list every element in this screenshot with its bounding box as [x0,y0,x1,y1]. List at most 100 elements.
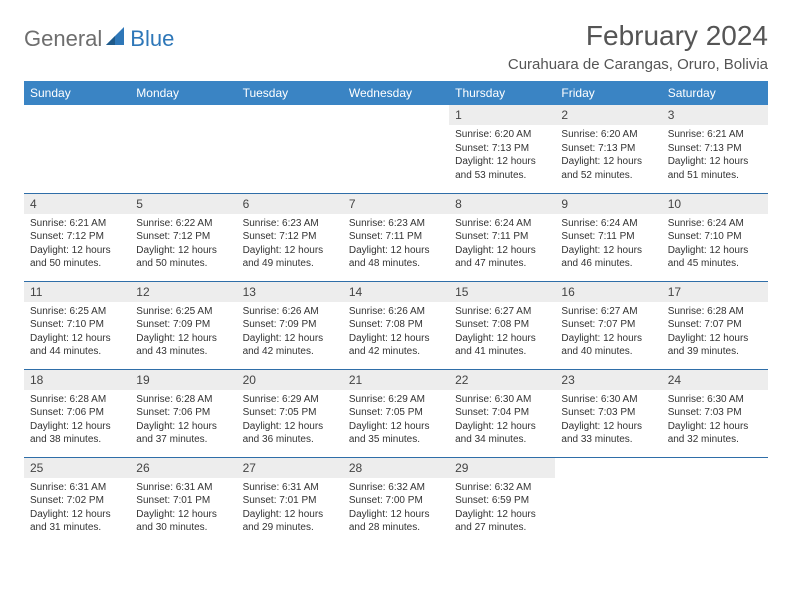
day-text: Sunrise: 6:32 AMSunset: 7:00 PMDaylight:… [343,478,449,539]
day-text [237,111,343,118]
day-text [662,464,768,471]
day-cell: 21Sunrise: 6:29 AMSunset: 7:05 PMDayligh… [343,369,449,457]
day-text: Sunrise: 6:23 AMSunset: 7:11 PMDaylight:… [343,214,449,275]
day-cell [130,105,236,193]
day-text: Sunrise: 6:24 AMSunset: 7:11 PMDaylight:… [555,214,661,275]
day-cell: 10Sunrise: 6:24 AMSunset: 7:10 PMDayligh… [662,193,768,281]
day-cell: 18Sunrise: 6:28 AMSunset: 7:06 PMDayligh… [24,369,130,457]
day-text: Sunrise: 6:20 AMSunset: 7:13 PMDaylight:… [449,125,555,186]
day-text: Sunrise: 6:30 AMSunset: 7:03 PMDaylight:… [555,390,661,451]
day-number: 12 [130,282,236,302]
day-cell: 23Sunrise: 6:30 AMSunset: 7:03 PMDayligh… [555,369,661,457]
day-text: Sunrise: 6:28 AMSunset: 7:07 PMDaylight:… [662,302,768,363]
day-cell: 8Sunrise: 6:24 AMSunset: 7:11 PMDaylight… [449,193,555,281]
location: Curahuara de Carangas, Oruro, Bolivia [508,56,768,73]
dayhead-friday: Friday [555,81,661,105]
week-row: 25Sunrise: 6:31 AMSunset: 7:02 PMDayligh… [24,457,768,545]
day-cell: 3Sunrise: 6:21 AMSunset: 7:13 PMDaylight… [662,105,768,193]
day-number: 24 [662,370,768,390]
day-text: Sunrise: 6:26 AMSunset: 7:08 PMDaylight:… [343,302,449,363]
dayhead-thursday: Thursday [449,81,555,105]
day-cell: 27Sunrise: 6:31 AMSunset: 7:01 PMDayligh… [237,457,343,545]
day-number: 7 [343,194,449,214]
day-text: Sunrise: 6:27 AMSunset: 7:08 PMDaylight:… [449,302,555,363]
dayhead-sunday: Sunday [24,81,130,105]
day-text: Sunrise: 6:29 AMSunset: 7:05 PMDaylight:… [237,390,343,451]
day-text: Sunrise: 6:29 AMSunset: 7:05 PMDaylight:… [343,390,449,451]
day-number: 4 [24,194,130,214]
week-row: 18Sunrise: 6:28 AMSunset: 7:06 PMDayligh… [24,369,768,457]
day-text: Sunrise: 6:24 AMSunset: 7:10 PMDaylight:… [662,214,768,275]
day-number: 17 [662,282,768,302]
day-text: Sunrise: 6:27 AMSunset: 7:07 PMDaylight:… [555,302,661,363]
day-number: 19 [130,370,236,390]
title-block: February 2024 Curahuara de Carangas, Oru… [508,20,768,73]
day-text: Sunrise: 6:32 AMSunset: 6:59 PMDaylight:… [449,478,555,539]
day-number: 21 [343,370,449,390]
dayhead-monday: Monday [130,81,236,105]
day-number: 3 [662,105,768,125]
day-number: 23 [555,370,661,390]
day-text [130,111,236,118]
day-text: Sunrise: 6:30 AMSunset: 7:03 PMDaylight:… [662,390,768,451]
day-cell [24,105,130,193]
month-title: February 2024 [508,20,768,52]
day-cell: 14Sunrise: 6:26 AMSunset: 7:08 PMDayligh… [343,281,449,369]
day-text: Sunrise: 6:28 AMSunset: 7:06 PMDaylight:… [130,390,236,451]
dayhead-wednesday: Wednesday [343,81,449,105]
day-text: Sunrise: 6:31 AMSunset: 7:02 PMDaylight:… [24,478,130,539]
day-cell: 16Sunrise: 6:27 AMSunset: 7:07 PMDayligh… [555,281,661,369]
day-number: 11 [24,282,130,302]
day-number: 20 [237,370,343,390]
day-text: Sunrise: 6:25 AMSunset: 7:09 PMDaylight:… [130,302,236,363]
week-row: 4Sunrise: 6:21 AMSunset: 7:12 PMDaylight… [24,193,768,281]
day-number: 1 [449,105,555,125]
day-cell: 6Sunrise: 6:23 AMSunset: 7:12 PMDaylight… [237,193,343,281]
day-cell: 22Sunrise: 6:30 AMSunset: 7:04 PMDayligh… [449,369,555,457]
day-text: Sunrise: 6:30 AMSunset: 7:04 PMDaylight:… [449,390,555,451]
day-number: 10 [662,194,768,214]
dayhead-tuesday: Tuesday [237,81,343,105]
day-cell: 4Sunrise: 6:21 AMSunset: 7:12 PMDaylight… [24,193,130,281]
day-cell [343,105,449,193]
day-cell: 9Sunrise: 6:24 AMSunset: 7:11 PMDaylight… [555,193,661,281]
day-number: 27 [237,458,343,478]
day-number: 25 [24,458,130,478]
day-cell: 13Sunrise: 6:26 AMSunset: 7:09 PMDayligh… [237,281,343,369]
day-number: 14 [343,282,449,302]
day-text: Sunrise: 6:24 AMSunset: 7:11 PMDaylight:… [449,214,555,275]
day-number: 6 [237,194,343,214]
day-number: 28 [343,458,449,478]
day-cell: 17Sunrise: 6:28 AMSunset: 7:07 PMDayligh… [662,281,768,369]
day-text: Sunrise: 6:28 AMSunset: 7:06 PMDaylight:… [24,390,130,451]
day-number: 15 [449,282,555,302]
day-number: 2 [555,105,661,125]
day-number: 16 [555,282,661,302]
day-text: Sunrise: 6:20 AMSunset: 7:13 PMDaylight:… [555,125,661,186]
logo-text-blue: Blue [130,26,174,52]
day-cell: 19Sunrise: 6:28 AMSunset: 7:06 PMDayligh… [130,369,236,457]
day-cell [555,457,661,545]
calendar-body: 1Sunrise: 6:20 AMSunset: 7:13 PMDaylight… [24,105,768,545]
day-text: Sunrise: 6:31 AMSunset: 7:01 PMDaylight:… [237,478,343,539]
day-text [555,464,661,471]
day-cell: 12Sunrise: 6:25 AMSunset: 7:09 PMDayligh… [130,281,236,369]
day-cell [237,105,343,193]
day-cell: 11Sunrise: 6:25 AMSunset: 7:10 PMDayligh… [24,281,130,369]
day-header-row: Sunday Monday Tuesday Wednesday Thursday… [24,81,768,105]
calendar-table: Sunday Monday Tuesday Wednesday Thursday… [24,81,768,545]
week-row: 11Sunrise: 6:25 AMSunset: 7:10 PMDayligh… [24,281,768,369]
day-text: Sunrise: 6:21 AMSunset: 7:12 PMDaylight:… [24,214,130,275]
day-text: Sunrise: 6:25 AMSunset: 7:10 PMDaylight:… [24,302,130,363]
day-text: Sunrise: 6:22 AMSunset: 7:12 PMDaylight:… [130,214,236,275]
day-cell: 7Sunrise: 6:23 AMSunset: 7:11 PMDaylight… [343,193,449,281]
day-number: 18 [24,370,130,390]
day-cell: 2Sunrise: 6:20 AMSunset: 7:13 PMDaylight… [555,105,661,193]
day-cell: 28Sunrise: 6:32 AMSunset: 7:00 PMDayligh… [343,457,449,545]
dayhead-saturday: Saturday [662,81,768,105]
day-cell: 5Sunrise: 6:22 AMSunset: 7:12 PMDaylight… [130,193,236,281]
day-cell: 29Sunrise: 6:32 AMSunset: 6:59 PMDayligh… [449,457,555,545]
day-number: 5 [130,194,236,214]
day-text: Sunrise: 6:21 AMSunset: 7:13 PMDaylight:… [662,125,768,186]
day-text [24,111,130,118]
